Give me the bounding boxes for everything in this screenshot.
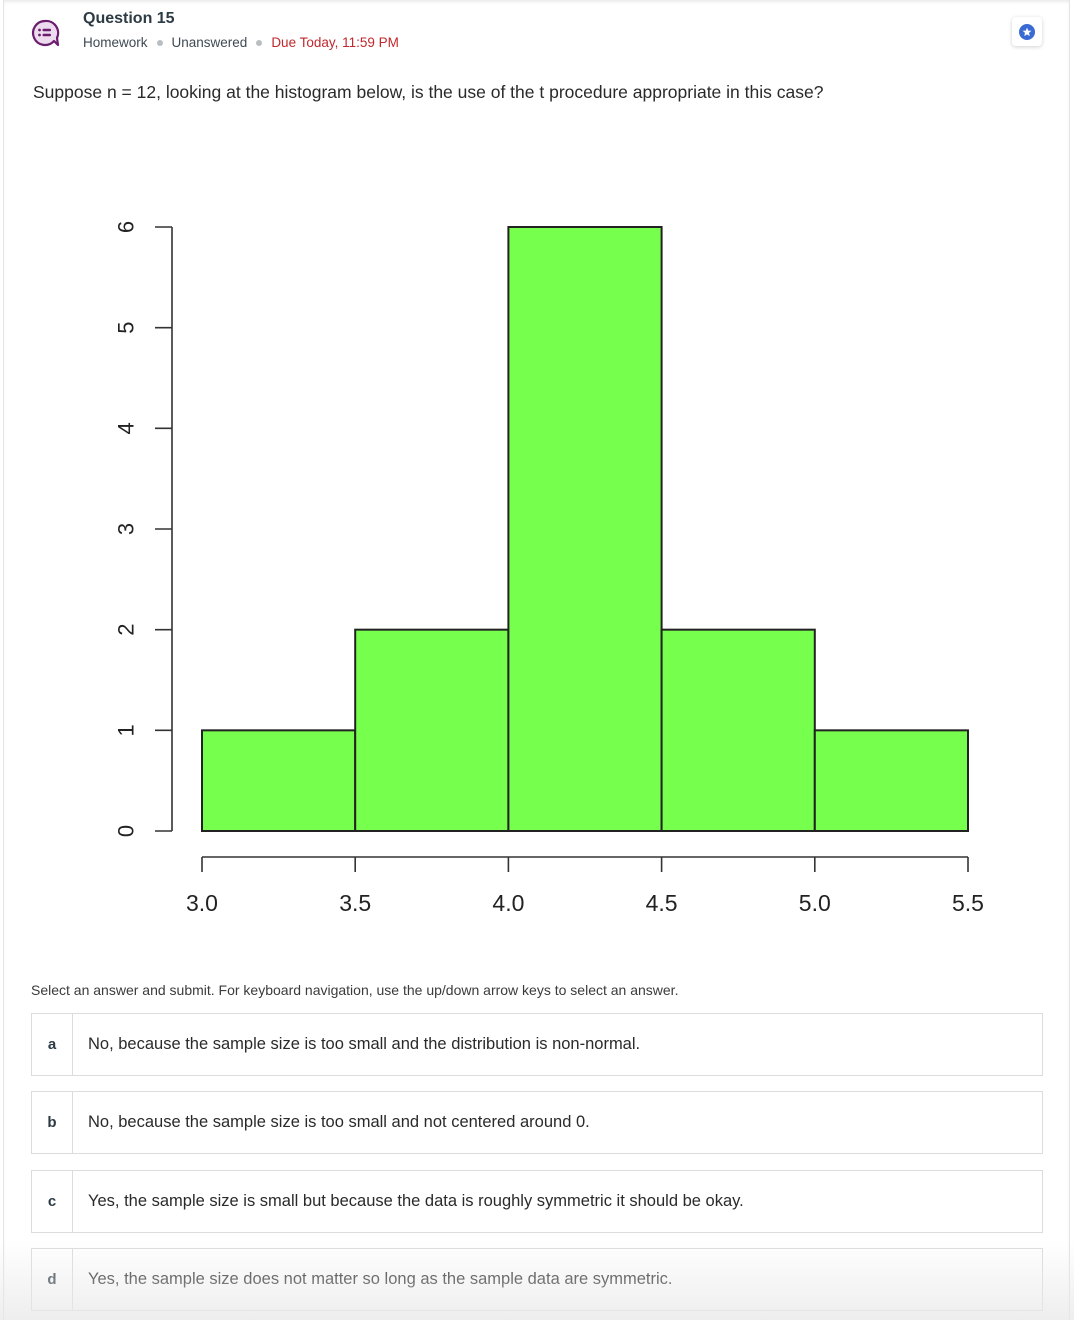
answer-text: No, because the sample size is too small… bbox=[88, 1035, 641, 1053]
answer-option-c[interactable]: c Yes, the sample size is small but beca… bbox=[31, 1170, 1043, 1233]
x-tick-label: 5.5 bbox=[952, 890, 984, 916]
answer-letter: a bbox=[32, 1014, 73, 1075]
answer-letter: b bbox=[32, 1092, 73, 1153]
bookmark-button[interactable] bbox=[1012, 17, 1042, 46]
x-tick-label: 3.5 bbox=[339, 890, 371, 916]
y-tick-label: 2 bbox=[114, 624, 139, 636]
histogram-bar bbox=[354, 628, 510, 833]
answer-letter: c bbox=[32, 1171, 73, 1232]
answer-option-d[interactable]: d Yes, the sample size does not matter s… bbox=[31, 1248, 1043, 1311]
question-header: Question 15 Homework Unanswered Due Toda… bbox=[0, 0, 1074, 70]
answer-option-a[interactable]: a No, because the sample size is too sma… bbox=[31, 1013, 1043, 1076]
histogram-bar bbox=[660, 628, 816, 833]
x-tick-label: 3.0 bbox=[186, 890, 218, 916]
answer-instructions: Select an answer and submit. For keyboar… bbox=[31, 982, 679, 998]
separator-dot bbox=[156, 39, 163, 46]
question-meta: Homework Unanswered Due Today, 11:59 PM bbox=[83, 35, 399, 50]
x-tick-label: 4.5 bbox=[646, 890, 678, 916]
y-tick-label: 0 bbox=[114, 825, 139, 837]
y-tick-label: 4 bbox=[114, 422, 139, 434]
question-prompt: Suppose n = 12, looking at the histogram… bbox=[33, 82, 824, 102]
answer-option-b[interactable]: b No, because the sample size is too sma… bbox=[31, 1091, 1043, 1154]
y-tick-label: 6 bbox=[114, 221, 139, 233]
answer-text: No, because the sample size is too small… bbox=[88, 1113, 590, 1131]
separator-dot bbox=[256, 39, 263, 46]
question-title: Question 15 bbox=[83, 10, 175, 27]
histogram-bar bbox=[813, 729, 969, 832]
assignment-type: Homework bbox=[83, 35, 148, 50]
chat-list-icon bbox=[31, 19, 60, 47]
y-tick-label: 3 bbox=[114, 523, 139, 535]
answer-text: Yes, the sample size is small but becaus… bbox=[88, 1192, 744, 1210]
y-tick-label: 1 bbox=[114, 724, 139, 736]
answer-letter: d bbox=[32, 1249, 73, 1310]
due-date: Due Today, 11:59 PM bbox=[271, 35, 399, 50]
histogram-bar bbox=[201, 729, 357, 832]
x-axis: 3.0 3.5 4.0 4.5 5.0 5.5 bbox=[186, 856, 984, 916]
star-icon bbox=[1019, 23, 1035, 40]
answer-status: Unanswered bbox=[171, 35, 248, 50]
histogram-chart: 0 1 2 3 4 5 6 3.0 3.5 4.0 4.5 5.0 5.5 bbox=[114, 221, 984, 916]
y-axis: 0 1 2 3 4 5 6 bbox=[114, 221, 173, 837]
y-tick-label: 5 bbox=[114, 322, 139, 334]
answer-text: Yes, the sample size does not matter so … bbox=[88, 1270, 673, 1288]
histogram-bars bbox=[201, 226, 969, 833]
x-tick-label: 4.0 bbox=[492, 890, 524, 916]
histogram-bar bbox=[507, 226, 663, 832]
x-tick-label: 5.0 bbox=[799, 890, 831, 916]
